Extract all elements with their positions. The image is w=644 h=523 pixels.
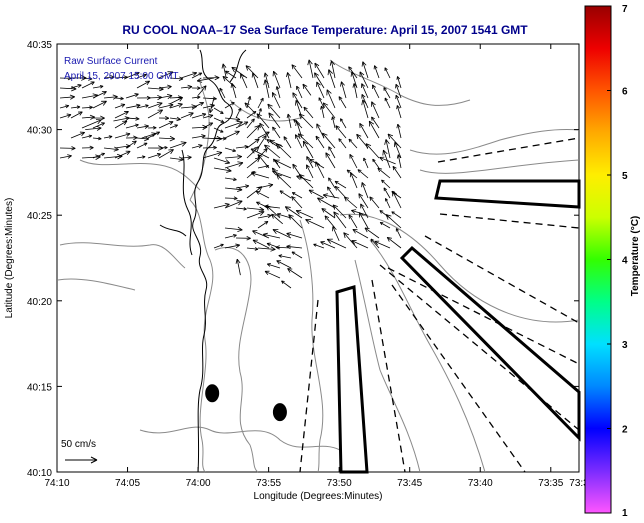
x-tick-label: 73:55	[256, 478, 281, 489]
y-tick-label: 40:20	[27, 297, 52, 308]
scale-label: 50 cm/s	[61, 439, 96, 450]
y-tick-label: 40:15	[27, 382, 52, 393]
station-marker	[273, 403, 287, 421]
x-tick-label: 74:00	[186, 478, 211, 489]
x-axis-label: Longitude (Degrees:Minutes)	[254, 491, 383, 502]
x-tick-label: 74:10	[44, 478, 69, 489]
colorbar-tick-label: 7	[622, 4, 628, 15]
colorbar-label: Temperature (°C)	[630, 216, 641, 297]
x-tick-label: 73:40	[468, 478, 493, 489]
colorbar-tick-label: 4	[622, 256, 628, 267]
y-tick-label: 40:35	[27, 40, 52, 51]
chart-title: RU COOL NOAA–17 Sea Surface Temperature:…	[122, 23, 528, 37]
x-tick-label: 73:35	[538, 478, 563, 489]
colorbar-tick-label: 6	[622, 87, 628, 98]
x-tick-label: 73:50	[327, 478, 352, 489]
y-axis-label: Latitude (Degrees:Minutes)	[4, 198, 15, 319]
colorbar-tick-label: 5	[622, 171, 628, 182]
colorbar-tick-label: 2	[622, 425, 628, 436]
colorbar-tick-label: 3	[622, 340, 628, 351]
y-tick-label: 40:25	[27, 211, 52, 222]
legend-subtitle: April 15, 2007 15:00 GMT	[64, 71, 179, 82]
x-tick-label: 74:05	[115, 478, 140, 489]
plot-area	[57, 44, 579, 472]
y-tick-label: 40:30	[27, 126, 52, 137]
x-tick-label: 73:45	[397, 478, 422, 489]
legend-title: Raw Surface Current	[64, 56, 158, 67]
station-marker	[205, 384, 219, 402]
colorbar-tick-label: 1	[622, 508, 628, 518]
y-tick-label: 40:10	[27, 468, 52, 479]
